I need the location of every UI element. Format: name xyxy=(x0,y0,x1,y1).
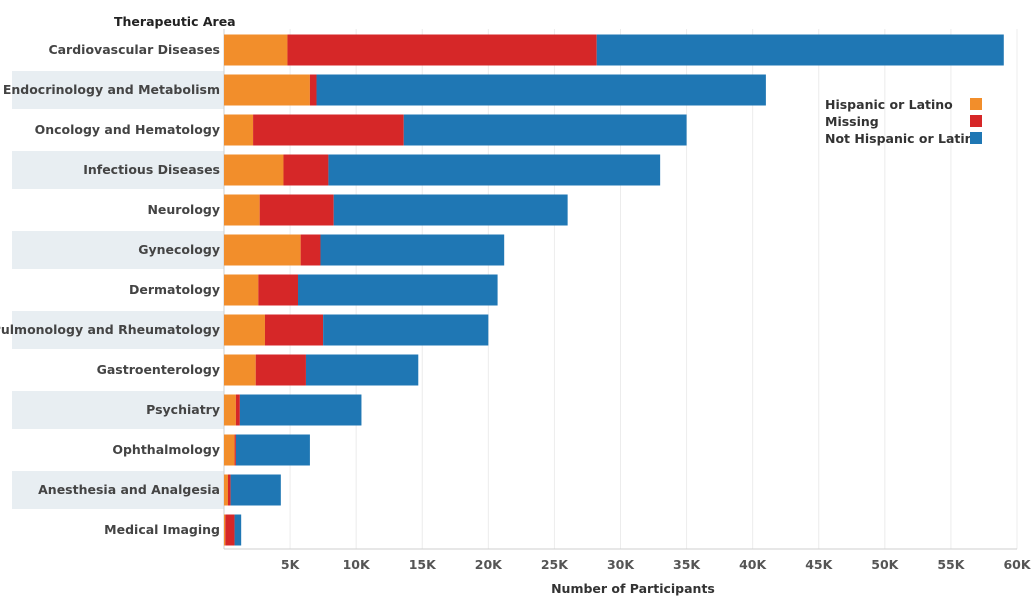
category-label: Gynecology xyxy=(138,242,220,257)
bar-hispanic-or-latino[interactable] xyxy=(224,274,259,306)
category-label: Pulmonology and Rheumatology xyxy=(0,322,220,337)
category-label: Ophthalmology xyxy=(112,442,220,457)
row-band xyxy=(12,151,224,189)
bar-not-hispanic-or-latino[interactable] xyxy=(333,194,568,226)
bar-not-hispanic-or-latino[interactable] xyxy=(305,354,419,386)
category-label: Infectious Diseases xyxy=(83,162,220,177)
x-axis: 5K 10K 15K 20K 25K 30K 35K 40K 45K 50K 55K 60K xyxy=(224,548,1032,572)
legend-swatch xyxy=(970,98,982,110)
row-band xyxy=(12,311,224,349)
x-tick-label: 30K xyxy=(607,557,635,572)
bar-not-hispanic-or-latino[interactable] xyxy=(323,314,489,346)
category-label: Anesthesia and Analgesia xyxy=(38,482,220,497)
x-tick-label: 55K xyxy=(937,557,965,572)
bar-missing[interactable] xyxy=(235,394,240,426)
bar-missing[interactable] xyxy=(309,74,317,106)
x-axis-title: Number of Participants xyxy=(551,581,715,596)
bar-missing[interactable] xyxy=(234,434,236,466)
row-header: Therapeutic Area xyxy=(114,14,236,29)
bar-missing[interactable] xyxy=(227,474,231,506)
category-label: Medical Imaging xyxy=(104,522,220,537)
bar-hispanic-or-latino[interactable] xyxy=(224,234,301,266)
bar-missing[interactable] xyxy=(283,154,329,186)
category-label: Cardiovascular Diseases xyxy=(48,42,220,57)
legend: Hispanic or Latino Missing Not Hispanic or… xyxy=(825,97,983,146)
bar-not-hispanic-or-latino[interactable] xyxy=(316,74,766,106)
legend-label: Not Hispanic or Latino xyxy=(825,131,983,146)
x-tick-label: 45K xyxy=(805,557,833,572)
bar-missing[interactable] xyxy=(255,354,306,386)
bar-missing[interactable] xyxy=(253,114,404,146)
legend-label: Hispanic or Latino xyxy=(825,97,953,112)
bars xyxy=(224,34,1004,546)
x-tick-label: 10K xyxy=(343,557,371,572)
row-band xyxy=(12,71,224,109)
row-band xyxy=(12,471,224,509)
bar-hispanic-or-latino[interactable] xyxy=(224,34,288,66)
bar-missing[interactable] xyxy=(225,514,235,546)
bar-hispanic-or-latino[interactable] xyxy=(224,154,284,186)
bar-hispanic-or-latino[interactable] xyxy=(224,514,226,546)
category-label: Endocrinology and Metabolism xyxy=(3,82,220,97)
bar-hispanic-or-latino[interactable] xyxy=(224,474,228,506)
x-tick-label: 50K xyxy=(871,557,899,572)
row-band xyxy=(12,231,224,269)
bar-missing[interactable] xyxy=(300,234,321,266)
x-tick-label: 25K xyxy=(541,557,569,572)
x-tick-label: 15K xyxy=(409,557,437,572)
x-tick-label: 35K xyxy=(673,557,701,572)
category-label: Gastroenterology xyxy=(97,362,220,377)
bar-hispanic-or-latino[interactable] xyxy=(224,394,236,426)
x-tick-label: 40K xyxy=(739,557,767,572)
category-label: Dermatology xyxy=(129,282,220,297)
legend-label: Missing xyxy=(825,114,879,129)
bar-hispanic-or-latino[interactable] xyxy=(224,354,256,386)
bar-missing[interactable] xyxy=(258,274,299,306)
bar-missing[interactable] xyxy=(259,194,334,226)
bar-missing[interactable] xyxy=(264,314,324,346)
bar-not-hispanic-or-latino[interactable] xyxy=(596,34,1004,66)
x-tick-label: 5K xyxy=(281,557,301,572)
category-label: Psychiatry xyxy=(146,402,220,417)
legend-swatch xyxy=(970,132,982,144)
bar-not-hispanic-or-latino[interactable] xyxy=(239,394,362,426)
category-label: Oncology and Hematology xyxy=(35,122,220,137)
bar-not-hispanic-or-latino[interactable] xyxy=(230,474,281,506)
bar-hispanic-or-latino[interactable] xyxy=(224,194,260,226)
bar-not-hispanic-or-latino[interactable] xyxy=(328,154,661,186)
bar-not-hispanic-or-latino[interactable] xyxy=(235,434,310,466)
bar-hispanic-or-latino[interactable] xyxy=(224,74,310,106)
legend-swatch xyxy=(970,115,982,127)
bar-not-hispanic-or-latino[interactable] xyxy=(234,514,242,546)
x-tick-label: 20K xyxy=(475,557,503,572)
bar-hispanic-or-latino[interactable] xyxy=(224,434,235,466)
x-tick-label: 60K xyxy=(1003,557,1031,572)
bar-missing[interactable] xyxy=(287,34,597,66)
bar-not-hispanic-or-latino[interactable] xyxy=(298,274,498,306)
bar-not-hispanic-or-latino[interactable] xyxy=(320,234,505,266)
category-label: Neurology xyxy=(147,202,220,217)
bar-hispanic-or-latino[interactable] xyxy=(224,314,265,346)
row-bands xyxy=(12,71,224,509)
bar-not-hispanic-or-latino[interactable] xyxy=(403,114,687,146)
category-labels: Cardiovascular Diseases Endocrinology and… xyxy=(0,42,220,537)
bar-hispanic-or-latino[interactable] xyxy=(224,114,254,146)
row-band xyxy=(12,391,224,429)
